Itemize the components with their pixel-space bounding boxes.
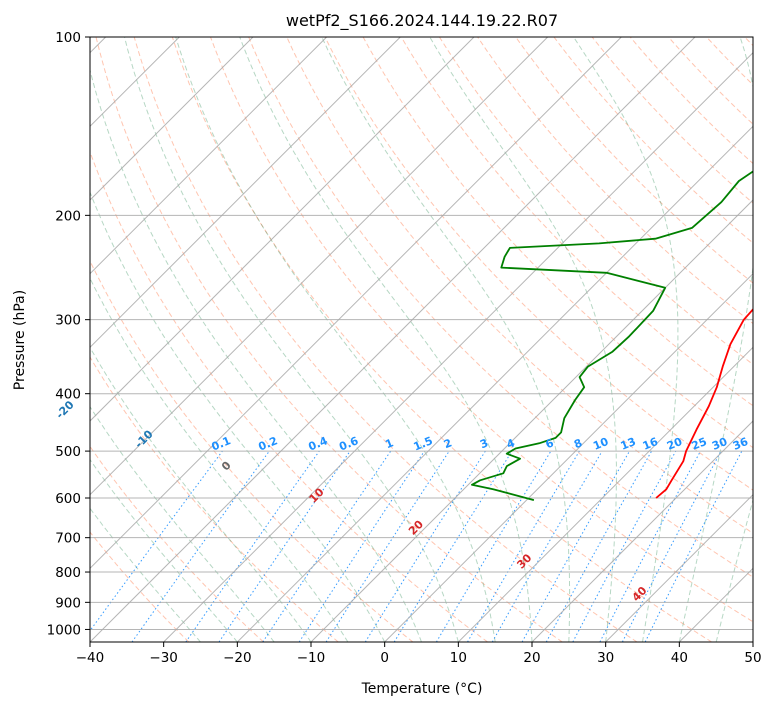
x-tick-label: 0 [380, 650, 389, 666]
x-tick-label: −40 [76, 650, 105, 666]
chart-title: wetPf2_S166.2024.144.19.22.R07 [286, 11, 558, 31]
y-tick-label: 100 [55, 30, 81, 46]
x-tick-label: 20 [523, 650, 540, 666]
x-tick-label: 10 [450, 650, 467, 666]
y-tick-label: 600 [55, 491, 81, 507]
x-tick-label: 30 [597, 650, 614, 666]
x-tick-label: −10 [297, 650, 326, 666]
y-tick-label: 1000 [47, 622, 81, 638]
y-tick-label: 800 [55, 565, 81, 581]
y-tick-label: 200 [55, 208, 81, 224]
y-axis-label: Pressure (hPa) [12, 290, 28, 390]
y-tick-label: 700 [55, 531, 81, 547]
y-tick-label: 500 [55, 444, 81, 460]
y-tick-label: 300 [55, 313, 81, 329]
x-tick-label: −30 [149, 650, 178, 666]
y-tick-label: 400 [55, 387, 81, 403]
x-tick-label: 40 [671, 650, 688, 666]
y-tick-label: 900 [55, 595, 81, 611]
x-axis-label: Temperature (°C) [361, 681, 483, 697]
x-tick-label: −20 [223, 650, 252, 666]
x-tick-label: 50 [744, 650, 761, 666]
